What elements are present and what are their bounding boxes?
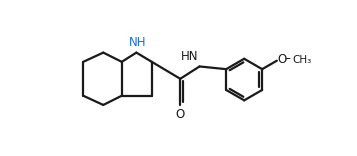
- Text: HN: HN: [181, 50, 198, 63]
- Text: –: –: [285, 52, 291, 65]
- Text: O: O: [278, 53, 287, 66]
- Text: NH: NH: [129, 36, 146, 49]
- Text: O: O: [176, 108, 185, 121]
- Text: CH₃: CH₃: [292, 55, 312, 65]
